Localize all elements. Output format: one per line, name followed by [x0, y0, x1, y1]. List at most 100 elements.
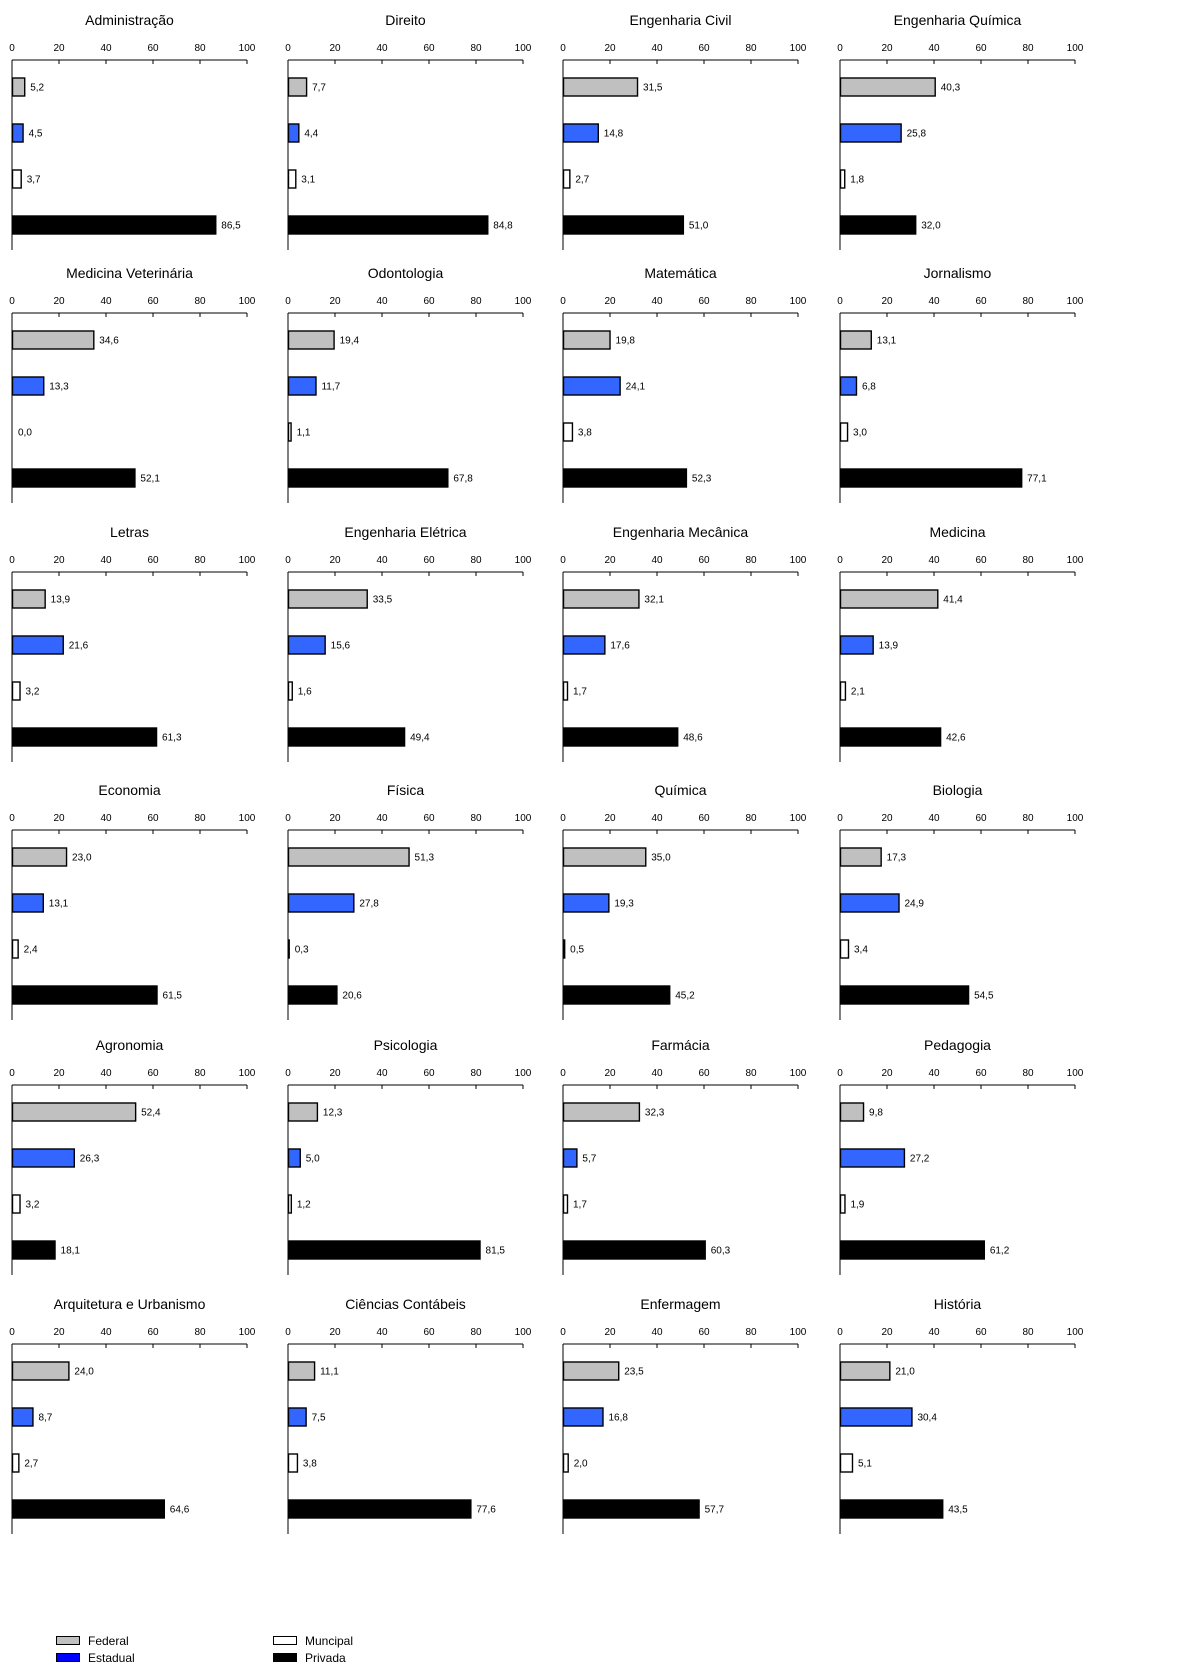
- chart-svg: 0 20 40 60 80 100 31,5 14,8 2,7 51,0: [560, 43, 807, 250]
- x-tick-label: 80: [745, 296, 757, 307]
- x-tick-label: 60: [975, 813, 987, 824]
- bar-value-label: 34,6: [99, 336, 119, 347]
- x-tick-label: 0: [9, 1327, 15, 1338]
- x-tick-label: 20: [604, 555, 616, 566]
- chart-title: Medicina: [929, 524, 986, 540]
- x-tick-label: 60: [975, 296, 987, 307]
- bar-privada: [11, 1240, 56, 1260]
- x-tick-label: 40: [651, 43, 663, 54]
- x-tick-label: 100: [239, 813, 256, 824]
- chart-svg: 0 20 40 60 80 100 19,4 11,7 1,1 67,8: [285, 296, 532, 503]
- chart-panel-matematica: Matemática 0 20 40 60 80 100 19,8 24,1 3,8 52,3: [560, 263, 835, 525]
- bar-value-label: 1,6: [298, 687, 312, 698]
- bar-value-label: 13,1: [877, 336, 897, 347]
- bar-privada: [287, 985, 338, 1005]
- bar-privada: [562, 215, 685, 235]
- bar-federal: [287, 1361, 316, 1381]
- chart-panel-jornalismo: Jornalismo 0 20 40 60 80 100 13,1 6,8 3,0 77,1: [837, 263, 1112, 525]
- chart-title: Medicina Veterinária: [66, 265, 193, 281]
- x-tick-label: 100: [515, 1068, 532, 1079]
- bar-value-label: 49,4: [410, 733, 430, 744]
- bar-federal: [562, 330, 611, 350]
- legend-item-privada: Privada: [273, 1650, 346, 1665]
- bar-estadual: [11, 1148, 76, 1168]
- bar-value-label: 24,0: [74, 1367, 94, 1378]
- chart-title: Arquitetura e Urbanismo: [53, 1296, 206, 1312]
- bar-value-label: 7,7: [312, 83, 326, 94]
- bar-value-label: 2,0: [574, 1459, 588, 1470]
- bar-municipal: [839, 422, 849, 442]
- chart-svg: 0 20 40 60 80 100 7,7 4,4 3,1 84,8: [285, 43, 532, 250]
- x-tick-label: 80: [1022, 296, 1034, 307]
- x-tick-label: 60: [698, 1327, 710, 1338]
- bar-municipal: [562, 1194, 569, 1214]
- chart-svg: 0 20 40 60 80 100 23,0 13,1 2,4 61,5: [9, 813, 256, 1020]
- bar-privada: [839, 468, 1023, 488]
- x-tick-label: 60: [698, 813, 710, 824]
- bar-municipal: [839, 1453, 854, 1473]
- bar-federal: [287, 589, 368, 609]
- bar-privada: [839, 1240, 986, 1260]
- bar-value-label: 3,7: [27, 175, 41, 186]
- bar-value-label: 5,2: [30, 83, 44, 94]
- x-tick-label: 80: [745, 43, 757, 54]
- bar-value-label: 16,8: [608, 1413, 628, 1424]
- x-tick-label: 40: [376, 813, 388, 824]
- bar-value-label: 3,8: [578, 428, 592, 439]
- bar-estadual: [562, 1148, 578, 1168]
- bar-value-label: 2,4: [24, 945, 38, 956]
- bar-value-label: 52,3: [692, 474, 712, 485]
- bar-estadual: [11, 123, 24, 143]
- bar-estadual: [839, 123, 902, 143]
- bar-estadual: [839, 1407, 913, 1427]
- bar-federal: [839, 589, 939, 609]
- chart-panel-fisica: Física 0 20 40 60 80 100 51,3 27,8 0,3 20,6: [285, 780, 560, 1042]
- bar-municipal: [11, 1453, 20, 1473]
- chart-panel-psicologia: Psicologia 0 20 40 60 80 100 12,3 5,0 1,2 81,5: [285, 1035, 560, 1297]
- x-tick-label: 80: [745, 813, 757, 824]
- bar-federal: [11, 1361, 70, 1381]
- x-tick-label: 80: [470, 813, 482, 824]
- bar-estadual: [287, 123, 300, 143]
- x-tick-label: 40: [928, 43, 940, 54]
- bar-value-label: 60,3: [711, 1246, 731, 1257]
- chart-panel-pedagogia: Pedagogia 0 20 40 60 80 100 9,8 27,2 1,9 61,2: [837, 1035, 1112, 1297]
- bar-value-label: 14,8: [604, 129, 624, 140]
- x-tick-label: 0: [560, 813, 566, 824]
- x-tick-label: 60: [147, 43, 159, 54]
- x-tick-label: 20: [329, 43, 341, 54]
- x-tick-label: 40: [651, 1068, 663, 1079]
- x-tick-label: 100: [239, 296, 256, 307]
- legend-swatch-privada: [273, 1653, 297, 1662]
- chart-title: Biologia: [932, 782, 983, 798]
- chart-title: Letras: [110, 524, 149, 540]
- bar-estadual: [562, 635, 606, 655]
- bar-value-label: 13,9: [51, 595, 71, 606]
- x-tick-label: 20: [53, 43, 65, 54]
- bar-value-label: 2,1: [851, 687, 865, 698]
- chart-svg: 0 20 40 60 80 100 34,6 13,3 0,0 52,1: [9, 296, 256, 503]
- x-tick-label: 40: [651, 1327, 663, 1338]
- bar-value-label: 1,7: [573, 687, 587, 698]
- x-tick-label: 0: [837, 296, 843, 307]
- chart-panel-odontologia: Odontologia 0 20 40 60 80 100 19,4 11,7 1,1 67,8: [285, 263, 560, 525]
- bar-value-label: 54,5: [974, 991, 994, 1002]
- chart-svg: 0 20 40 60 80 100 9,8 27,2 1,9 61,2: [837, 1068, 1084, 1275]
- chart-title: Física: [386, 782, 425, 798]
- bar-value-label: 26,3: [80, 1154, 100, 1165]
- x-tick-label: 40: [376, 43, 388, 54]
- x-tick-label: 80: [745, 555, 757, 566]
- bar-estadual: [11, 635, 64, 655]
- bar-privada: [287, 1499, 472, 1519]
- bar-estadual: [839, 376, 858, 396]
- bar-value-label: 52,4: [141, 1108, 161, 1119]
- bar-federal: [839, 1102, 865, 1122]
- chart-title: Odontologia: [367, 265, 444, 281]
- chart-panel-medicina: Medicina 0 20 40 60 80 100 41,4 13,9 2,1 42,6: [837, 522, 1112, 784]
- x-tick-label: 60: [147, 1068, 159, 1079]
- chart-panel-administracao: Administração 0 20 40 60 80 100 5,2 4,5 3,7 86,5: [9, 10, 284, 272]
- x-tick-label: 20: [881, 555, 893, 566]
- bar-privada: [287, 215, 489, 235]
- bar-federal: [562, 77, 639, 97]
